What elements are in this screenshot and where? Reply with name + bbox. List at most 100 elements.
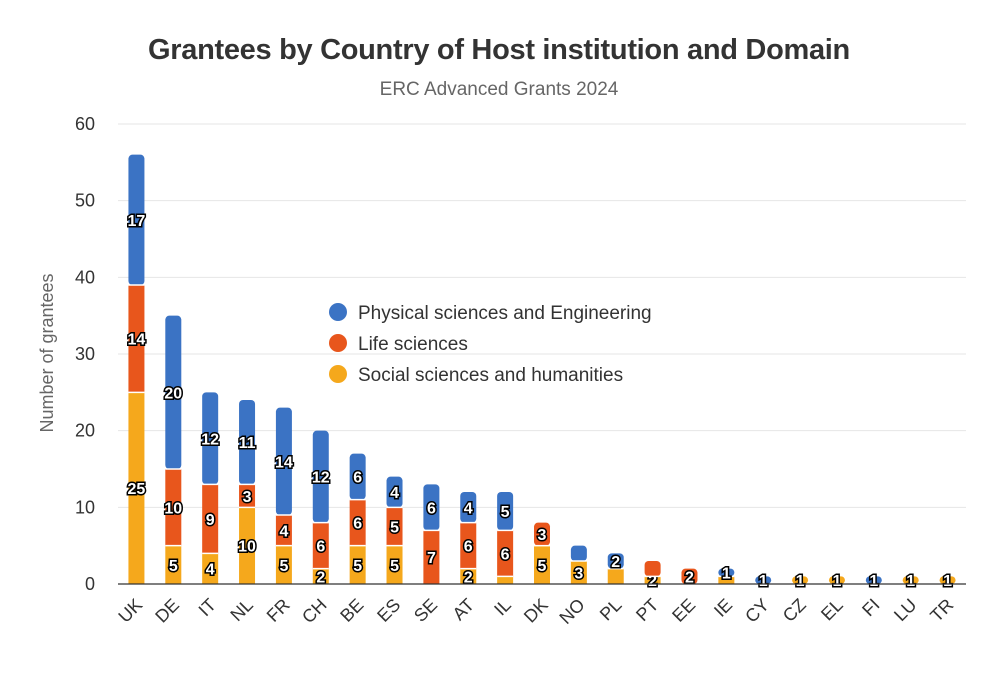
bar-segment: [460, 522, 477, 569]
data-label: 2: [464, 569, 473, 586]
data-label: 6: [501, 546, 510, 563]
bar-segment: [497, 530, 514, 577]
data-label: 5: [390, 520, 399, 537]
bar-segment: [423, 484, 440, 531]
data-label: 1: [759, 573, 768, 590]
data-label: 3: [574, 566, 583, 583]
data-label: 1: [722, 566, 731, 583]
data-label: 12: [312, 470, 330, 487]
data-label: 9: [206, 512, 215, 529]
bar-segment: [570, 561, 587, 584]
bar-segment: [202, 484, 219, 554]
x-tick-label: PL: [596, 595, 626, 625]
bar-segment: [460, 568, 477, 584]
bar-segment: [239, 400, 256, 485]
bar-segment: [386, 507, 403, 546]
x-tick-label: NL: [226, 595, 256, 625]
y-tick-label: 10: [75, 497, 95, 517]
bar-segment: [755, 576, 772, 584]
data-label: 6: [464, 539, 473, 556]
bar-segment: [792, 576, 809, 584]
x-tick-label: TR: [926, 595, 957, 626]
x-tick-label: NO: [555, 595, 588, 628]
bar-segment: [202, 392, 219, 485]
data-label: 6: [353, 516, 362, 533]
y-tick-label: 30: [75, 344, 95, 364]
legend-label: Physical sciences and Engineering: [358, 303, 652, 324]
data-label: 10: [238, 539, 256, 556]
data-label: 17: [128, 213, 146, 230]
data-label: 5: [353, 558, 362, 575]
bar-segment: [275, 515, 292, 546]
data-label: 5: [501, 504, 510, 521]
data-label: 1: [906, 573, 915, 590]
bar-segment: [460, 492, 477, 523]
bar-segment: [275, 545, 292, 584]
x-tick-label: FI: [858, 595, 883, 620]
data-label: 1: [796, 573, 805, 590]
legend-label: Life sciences: [358, 334, 468, 355]
bar-segment: [312, 430, 329, 523]
bar-segment: [165, 469, 182, 546]
legend-label: Social sciences and humanities: [358, 365, 623, 386]
bar-segment: [239, 507, 256, 584]
bar-segment: [718, 568, 735, 577]
bars: 2514175102049121031154142612566554762646…: [126, 154, 956, 592]
data-label: 1: [833, 573, 842, 590]
x-tick-label: EL: [817, 595, 847, 625]
bar-segment: [570, 545, 587, 561]
data-label: 4: [206, 562, 215, 579]
bar-segment: [534, 545, 550, 584]
data-label: 12: [201, 431, 219, 448]
bar-segment: [534, 522, 550, 546]
data-label: 2: [316, 569, 325, 586]
data-label: 14: [275, 454, 293, 471]
data-label: 4: [279, 523, 288, 540]
x-tick-label: IE: [710, 595, 736, 621]
data-label: 10: [164, 500, 182, 517]
data-label: 5: [169, 558, 178, 575]
gridlines: [118, 123, 966, 508]
bar-segment: [275, 407, 292, 515]
bar-segment: [165, 545, 182, 584]
data-label: 3: [538, 527, 547, 544]
data-label: 2: [685, 569, 694, 586]
bar-segment: [644, 576, 661, 584]
x-tick-label: LU: [890, 595, 920, 625]
bar-segment: [312, 568, 329, 584]
data-label: 25: [128, 481, 146, 498]
y-axis-label: Number of grantees: [37, 273, 57, 432]
x-tick-label: CH: [298, 595, 331, 628]
data-label: 4: [464, 500, 473, 517]
bar-segment: [128, 285, 145, 393]
bar-segment: [349, 545, 366, 584]
bar-segment: [681, 568, 698, 584]
bar-segment: [644, 561, 661, 577]
legend-swatch: [329, 365, 347, 383]
x-tick-label: DK: [520, 595, 552, 627]
x-axis-ticks: UK DE IT NL FR CH BE ES SE AT IL DK NO PL PT EE IE CY CZ EL…: [114, 595, 957, 628]
x-tick-label: CZ: [779, 595, 810, 626]
y-axis-ticks: 0 10 20 30 40 50 60: [75, 114, 95, 594]
bar-segment: [828, 576, 845, 584]
data-label: 5: [538, 558, 547, 575]
bar-segment: [902, 576, 919, 584]
bar-segment: [607, 568, 624, 584]
x-tick-label: IT: [195, 595, 220, 620]
data-label: 3: [243, 489, 252, 506]
data-label: 4: [390, 485, 399, 502]
data-label: 20: [164, 385, 182, 402]
x-tick-label: DE: [151, 595, 183, 627]
data-label: 11: [239, 435, 256, 452]
bar-segment: [312, 522, 329, 569]
x-tick-label: IL: [490, 595, 515, 620]
data-label: 1: [943, 573, 952, 590]
bar-segment: [718, 576, 735, 584]
bar-segment: [497, 492, 514, 531]
x-tick-label: UK: [114, 595, 146, 627]
data-label: 5: [279, 558, 288, 575]
data-label: 2: [611, 554, 620, 571]
x-tick-label: PT: [632, 595, 662, 625]
x-tick-label: CY: [741, 595, 773, 627]
